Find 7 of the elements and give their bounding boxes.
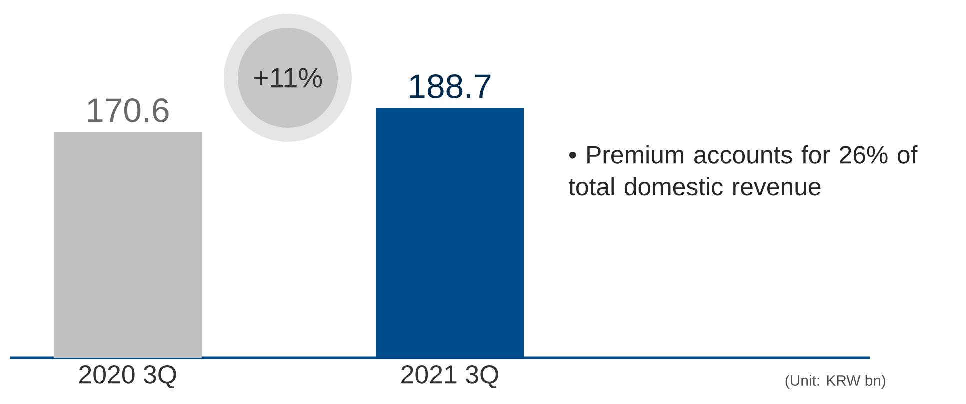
- data-label: 170.6: [88, 98, 169, 122]
- annotation: • Premium accounts for 26% of total domestic revenue: [568, 146, 918, 196]
- text: +11%: [254, 68, 322, 88]
- x-tick-label: 2021 3Q: [402, 366, 498, 388]
- data-label: 188.7: [410, 74, 491, 98]
- text: (Unit: KRW bn): [786, 375, 886, 389]
- x-tick-label: 2020 3Q: [80, 366, 176, 388]
